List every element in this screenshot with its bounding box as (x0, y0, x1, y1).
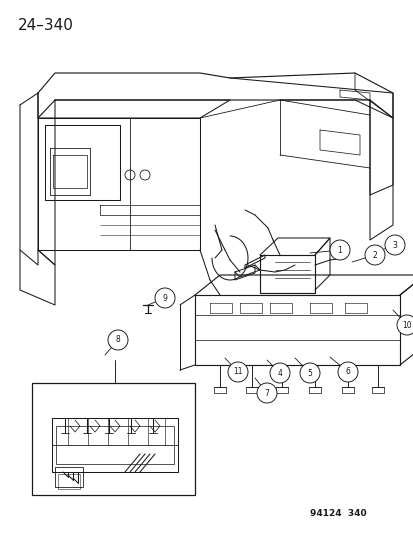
Circle shape (269, 363, 289, 383)
Text: 8: 8 (115, 335, 120, 344)
Text: 6: 6 (345, 367, 349, 376)
Circle shape (329, 240, 349, 260)
Circle shape (396, 315, 413, 335)
Text: 24–340: 24–340 (18, 18, 74, 33)
Text: 3: 3 (392, 240, 396, 249)
Circle shape (337, 362, 357, 382)
Bar (32, 383, 195, 495)
Text: 7: 7 (264, 389, 269, 398)
Circle shape (256, 383, 276, 403)
Circle shape (154, 288, 175, 308)
Circle shape (108, 330, 128, 350)
Text: 9: 9 (162, 294, 167, 303)
Text: 4: 4 (277, 368, 282, 377)
Circle shape (228, 362, 247, 382)
Circle shape (299, 363, 319, 383)
Text: 5: 5 (307, 368, 312, 377)
Text: 1: 1 (337, 246, 342, 254)
Text: 94124  340: 94124 340 (309, 509, 366, 518)
Circle shape (364, 245, 384, 265)
Circle shape (384, 235, 404, 255)
Bar (52, 418, 178, 472)
Bar (55, 467, 83, 487)
Bar (58, 474, 80, 489)
Bar (56, 426, 173, 464)
Text: 11: 11 (233, 367, 242, 376)
Text: 10: 10 (401, 320, 411, 329)
Text: 2: 2 (372, 251, 377, 260)
